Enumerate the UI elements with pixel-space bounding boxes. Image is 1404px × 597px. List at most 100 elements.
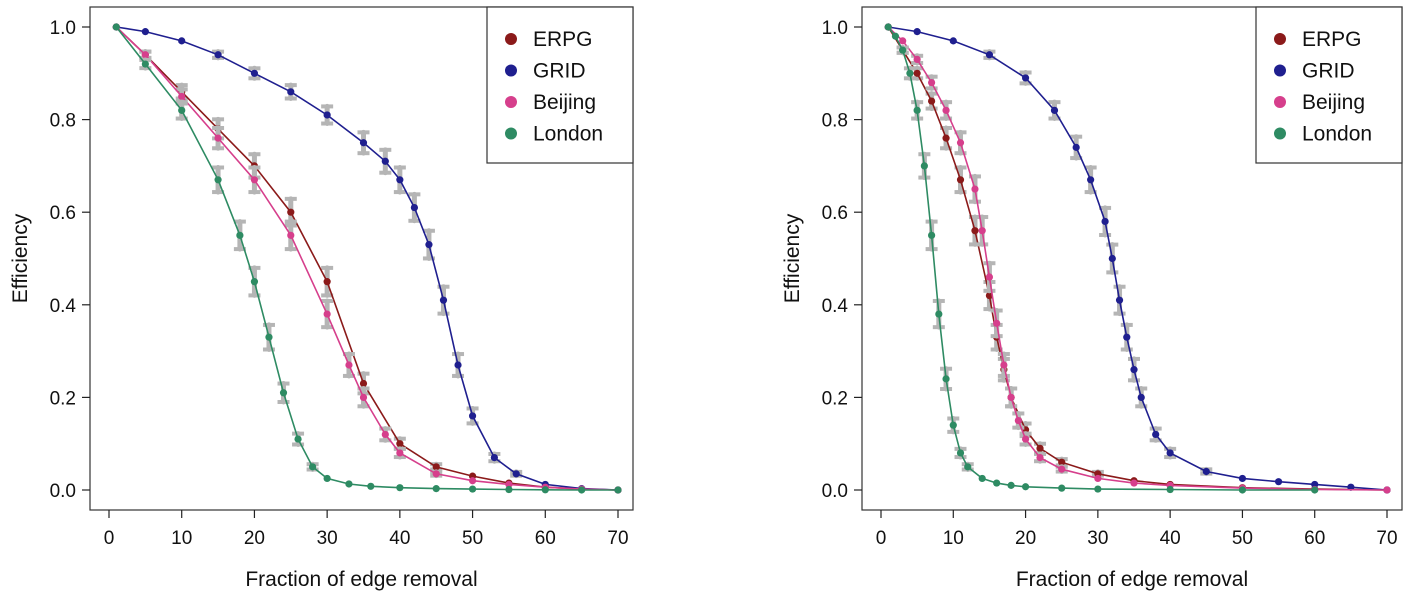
p0-series-grid-point-16 xyxy=(512,470,520,478)
p1-series-grid-point-6 xyxy=(1072,143,1080,151)
p1-series-erpg-point-12 xyxy=(1036,444,1044,452)
p0-series-grid-line xyxy=(116,26,619,491)
p1-y-axis-label: Efficiency xyxy=(781,213,804,303)
p1-series-grid-line xyxy=(888,26,1388,491)
p1-series-grid-point-19 xyxy=(1311,480,1319,489)
p0-series-london-point-13 xyxy=(396,484,404,492)
p1-x-axis-label: Fraction of edge removal xyxy=(1016,568,1248,591)
p0-series-beijing-point-1 xyxy=(141,51,149,59)
p0-series-london-point-1 xyxy=(141,60,149,68)
p0-legend: ERPG GRID Beijing London xyxy=(486,6,634,164)
p1-y-tick-label-0: 0.0 xyxy=(822,481,848,502)
p0-series-london-point-0 xyxy=(112,23,120,31)
p1-series-erpg-point-13 xyxy=(1058,458,1066,466)
p1-series-london-point-7 xyxy=(935,310,943,318)
p1-plot-frame xyxy=(861,6,1403,511)
p0-x-tick-label-2: 20 xyxy=(244,528,265,549)
p0-series-grid xyxy=(112,23,622,494)
p0-x-tick-label-4: 40 xyxy=(389,528,410,549)
p0-series-beijing-point-3 xyxy=(214,134,222,142)
p1-series-beijing-point-17 xyxy=(1130,479,1138,487)
p0-series-beijing-point-2 xyxy=(178,92,186,101)
p1-x-tick-label-1: 10 xyxy=(943,528,964,549)
p1-series-grid-point-4 xyxy=(1021,74,1030,82)
p0-series-grid-point-8 xyxy=(381,157,389,165)
p1-series-london-point-1 xyxy=(891,32,900,40)
p0-series-london-point-15 xyxy=(468,485,477,493)
p1-series-beijing-point-11 xyxy=(1007,393,1015,401)
p0-series-erpg-point-5 xyxy=(287,208,295,216)
p1-x-tick-label-4: 40 xyxy=(1160,528,1181,549)
chart-left: 0 10 20 30 40 50 60 70 0.0 0.2 0.4 0.6 0.8 1.0 Fractio… xyxy=(9,6,634,591)
p0-y-tick-label-1: 0.2 xyxy=(50,388,76,409)
p1-series-london-point-11 xyxy=(964,463,972,471)
p0-x-tick-label-1: 10 xyxy=(171,528,192,549)
p1-series-london-point-10 xyxy=(956,449,965,457)
p0-series-beijing-point-4 xyxy=(250,176,259,184)
p0-series-grid-point-5 xyxy=(287,88,295,96)
p1-x-tick-label-3: 30 xyxy=(1087,528,1108,549)
p0-series-london-point-8 xyxy=(294,435,302,443)
p0-series-london-point-6 xyxy=(265,333,273,341)
p1-x-tick-label-5: 50 xyxy=(1232,528,1253,549)
p0-y-tick-label-5: 1.0 xyxy=(50,18,76,39)
p0-series-erpg-point-6 xyxy=(323,278,331,286)
p1-series-london-point-9 xyxy=(949,421,957,429)
p1-series-london-point-2 xyxy=(899,46,907,54)
p1-series-london-point-13 xyxy=(993,479,1001,487)
p1-series-beijing-point-1 xyxy=(899,37,907,45)
p1-series-london-point-18 xyxy=(1166,485,1174,494)
p0-x-tick-label-5: 50 xyxy=(462,528,483,549)
p1-series-london-point-20 xyxy=(1311,486,1319,494)
p0-legend-label-london: London xyxy=(533,123,603,146)
p0-x-tick-label-7: 70 xyxy=(607,528,628,549)
p1-legend-label-london: London xyxy=(1302,123,1372,146)
p0-x-tick-label-6: 60 xyxy=(535,528,556,549)
p1-y-tick-label-2: 0.4 xyxy=(822,296,849,317)
p1-series-beijing-point-14 xyxy=(1036,453,1044,462)
p1-series-beijing-point-2 xyxy=(913,55,921,64)
p1-y-tick-label-4: 0.8 xyxy=(822,111,848,132)
p0-plot-frame xyxy=(89,6,634,511)
p0-series-grid-point-1 xyxy=(141,28,149,36)
p0-series-london-point-9 xyxy=(309,463,317,471)
p0-series-grid-point-13 xyxy=(454,361,462,369)
p0-legend-swatch-beijing xyxy=(505,96,517,108)
p0-series-grid-point-10 xyxy=(410,203,418,212)
p0-series-erpg-point-9 xyxy=(432,463,440,471)
p1-series-grid xyxy=(884,23,1391,494)
p1-series-grid-point-3 xyxy=(985,51,994,59)
p0-series-grid-point-3 xyxy=(214,51,222,59)
p1-series-grid-point-11 xyxy=(1123,333,1131,341)
p0-series-london xyxy=(112,23,622,494)
p0-y-tick-label-2: 0.4 xyxy=(50,296,77,317)
p0-series-beijing-point-8 xyxy=(359,393,368,401)
p1-series-london xyxy=(884,23,1319,494)
p1-series-erpg-point-5 xyxy=(956,176,965,184)
p0-legend-label-beijing: Beijing xyxy=(533,91,596,114)
p0-series-beijing-point-7 xyxy=(345,361,353,369)
p0-series-london-line xyxy=(115,26,618,491)
p0-series-london-point-14 xyxy=(432,485,440,493)
p1-series-beijing-point-4 xyxy=(942,106,950,114)
p1-x-tick-label-6: 60 xyxy=(1304,528,1325,549)
p1-series-beijing-point-9 xyxy=(993,319,1001,327)
p1-series-london-line xyxy=(887,26,1315,491)
p1-series-london-point-5 xyxy=(920,162,928,170)
p1-legend-swatch-grid xyxy=(1274,64,1286,77)
p0-series-london-point-17 xyxy=(541,486,549,494)
p0-legend-label-erpg: ERPG xyxy=(533,28,593,51)
p1-series-beijing-point-7 xyxy=(978,227,986,235)
p0-x-axis-label: Fraction of edge removal xyxy=(245,568,477,591)
p1-series-beijing-point-10 xyxy=(1000,361,1008,369)
p1-legend-label-erpg: ERPG xyxy=(1302,28,1362,51)
p0-series-grid-point-15 xyxy=(490,453,498,462)
p1-series-london-point-12 xyxy=(978,474,986,483)
p1-series-grid-point-5 xyxy=(1050,106,1059,114)
p0-series-london-point-7 xyxy=(279,389,288,397)
p0-series-grid-point-4 xyxy=(250,69,259,77)
p0-series-london-point-16 xyxy=(505,485,513,494)
p1-series-grid-point-17 xyxy=(1238,474,1247,483)
p1-series-grid-point-8 xyxy=(1101,217,1109,226)
p1-series-london-point-16 xyxy=(1058,484,1066,492)
